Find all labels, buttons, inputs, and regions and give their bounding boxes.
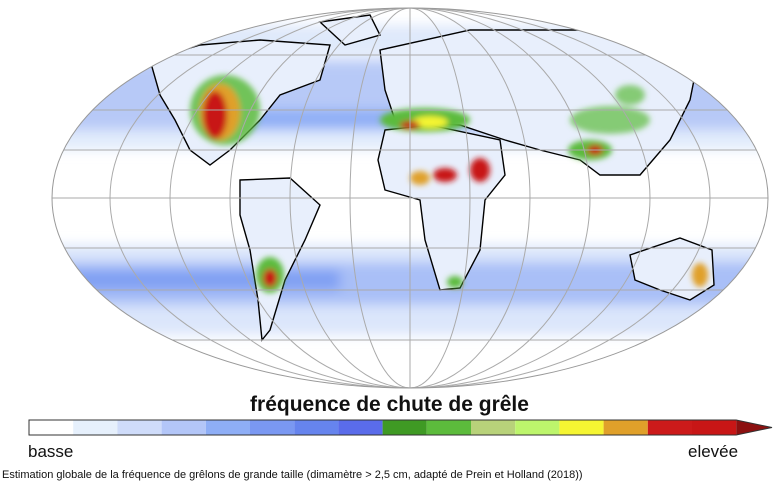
caption: Estimation globale de la fréquence de gr… <box>2 469 583 481</box>
colorbar-segment <box>73 420 118 435</box>
world-hail-map <box>51 7 769 389</box>
colorbar-segment <box>603 420 648 435</box>
colorbar <box>28 419 773 436</box>
colorbar-segment <box>647 420 692 435</box>
globe-outline <box>51 7 769 389</box>
colorbar-segment <box>515 420 560 435</box>
colorbar-segment <box>117 420 162 435</box>
colorbar-segment <box>559 420 604 435</box>
colorbar-segment <box>294 420 339 435</box>
legend-high-label: elevée <box>688 442 739 461</box>
colorbar-segment <box>161 420 206 435</box>
colorbar-segment <box>250 420 295 435</box>
legend-title: fréquence de chute de grêle <box>250 393 529 416</box>
legend-low-label: basse <box>28 442 74 461</box>
colorbar-segment <box>692 420 737 435</box>
colorbar-segment <box>382 420 427 435</box>
colorbar-overflow-arrow <box>736 420 772 435</box>
colorbar-segment <box>29 420 74 435</box>
colorbar-segment <box>205 420 250 435</box>
colorbar-outline <box>28 419 773 436</box>
colorbar-segment <box>426 420 471 435</box>
colorbar-segment <box>471 420 516 435</box>
colorbar-segment <box>338 420 383 435</box>
